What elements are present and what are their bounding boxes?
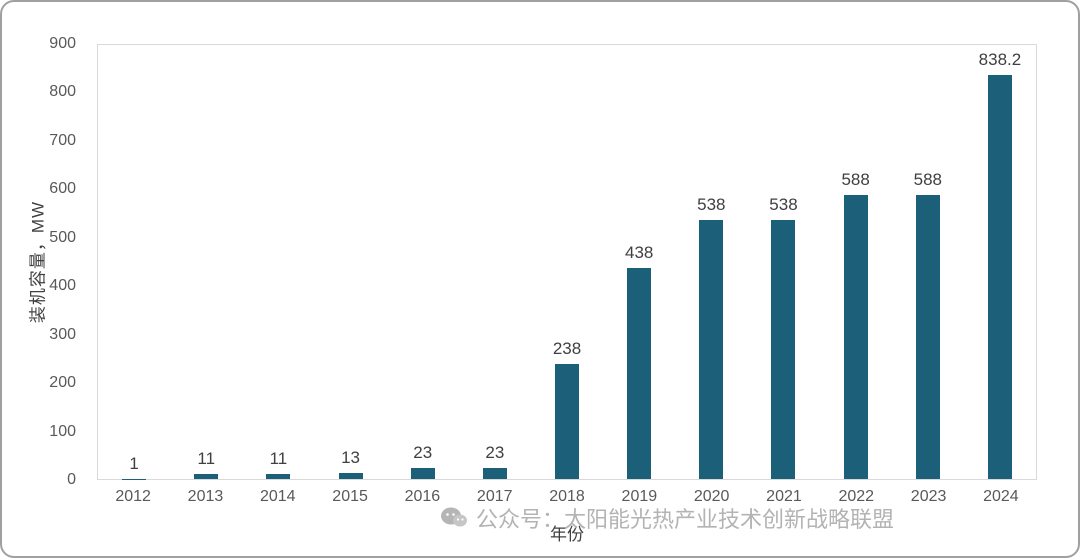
y-tick-label: 500 bbox=[49, 228, 76, 246]
x-tick-label: 2017 bbox=[476, 488, 513, 505]
bar-group-2024: 838.2 bbox=[964, 45, 1036, 479]
bar-2013 bbox=[194, 473, 219, 479]
x-tick-label: 2014 bbox=[259, 488, 296, 505]
x-tick-label: 2023 bbox=[910, 488, 947, 505]
bar-value-label: 238 bbox=[552, 339, 582, 359]
bar-value-label: 13 bbox=[341, 447, 361, 467]
bar-group-2013: 11 bbox=[170, 45, 242, 479]
bar-2017 bbox=[482, 467, 507, 479]
x-tick-label: 2018 bbox=[549, 488, 585, 505]
y-tick-label: 400 bbox=[49, 277, 76, 295]
bar-group-2018: 238 bbox=[531, 45, 603, 479]
y-tick-label: 200 bbox=[49, 374, 76, 392]
y-tick-label: 300 bbox=[49, 325, 76, 343]
plot-area: 1 11 11 13 23 23 238 438 538 538 588 588 838.2 bbox=[97, 44, 1037, 480]
bar-group-2015: 13 bbox=[314, 45, 386, 479]
bar-value-label: 588 bbox=[913, 170, 942, 190]
bar-2022 bbox=[843, 195, 868, 479]
x-tick-label: 2022 bbox=[838, 488, 875, 505]
bar-group-2016: 23 bbox=[387, 45, 459, 479]
x-tick-label: 2012 bbox=[115, 488, 151, 505]
bar-group-2020: 538 bbox=[675, 45, 747, 479]
y-tick-label: 600 bbox=[49, 180, 76, 198]
x-tick-label: 2021 bbox=[766, 488, 802, 505]
y-tick-label: 700 bbox=[49, 131, 76, 149]
y-tick-label: 900 bbox=[49, 35, 76, 52]
bar-group-2021: 538 bbox=[747, 45, 819, 479]
x-tick-label: 2019 bbox=[621, 488, 658, 505]
bar-2016 bbox=[410, 467, 435, 479]
y-tick-label: 800 bbox=[49, 83, 76, 101]
bar-group-2023: 588 bbox=[892, 45, 964, 479]
x-axis-ticks: 2012 2013 2014 2015 2016 2017 2018 2019 2020 2021… bbox=[97, 488, 1037, 506]
bar-value-label: 538 bbox=[769, 194, 798, 214]
bar-2021 bbox=[771, 219, 796, 479]
x-tick-label: 2016 bbox=[404, 488, 441, 505]
bar-2020 bbox=[699, 219, 724, 479]
bar-value-label: 11 bbox=[197, 448, 216, 468]
bar-value-label: 838.2 bbox=[978, 49, 1022, 69]
bar-value-label: 438 bbox=[624, 242, 654, 262]
bar-2015 bbox=[338, 472, 363, 479]
bar-2023 bbox=[915, 195, 940, 479]
bar-group-2014: 11 bbox=[242, 45, 314, 479]
x-axis-title: 年份 bbox=[550, 525, 584, 544]
x-tick-label: 2015 bbox=[332, 488, 368, 505]
bar-value-label: 23 bbox=[413, 442, 433, 462]
x-tick-label: 2024 bbox=[983, 488, 1019, 505]
x-tick-label: 2013 bbox=[187, 488, 224, 505]
bar-group-2022: 588 bbox=[820, 45, 892, 479]
bar-group-2019: 438 bbox=[603, 45, 675, 479]
bar-2019 bbox=[627, 267, 652, 479]
bar-value-label: 588 bbox=[841, 170, 870, 190]
bar-value-label: 538 bbox=[697, 194, 726, 214]
x-tick-label: 2020 bbox=[693, 488, 730, 505]
bar-group-2017: 23 bbox=[459, 45, 531, 479]
bar-value-label: 11 bbox=[269, 448, 288, 468]
bar-2024 bbox=[987, 74, 1012, 479]
y-tick-label: 0 bbox=[67, 471, 76, 488]
bar-2014 bbox=[266, 473, 291, 479]
y-tick-label: 100 bbox=[49, 422, 76, 440]
y-axis-ticks: 0 100 200 300 400 500 600 700 800 900 bbox=[2, 35, 88, 488]
bar-value-label: 23 bbox=[485, 442, 505, 462]
bar-group-2012: 1 bbox=[98, 45, 170, 479]
bar-value-label: 1 bbox=[129, 453, 139, 473]
bar-2018 bbox=[555, 364, 580, 479]
